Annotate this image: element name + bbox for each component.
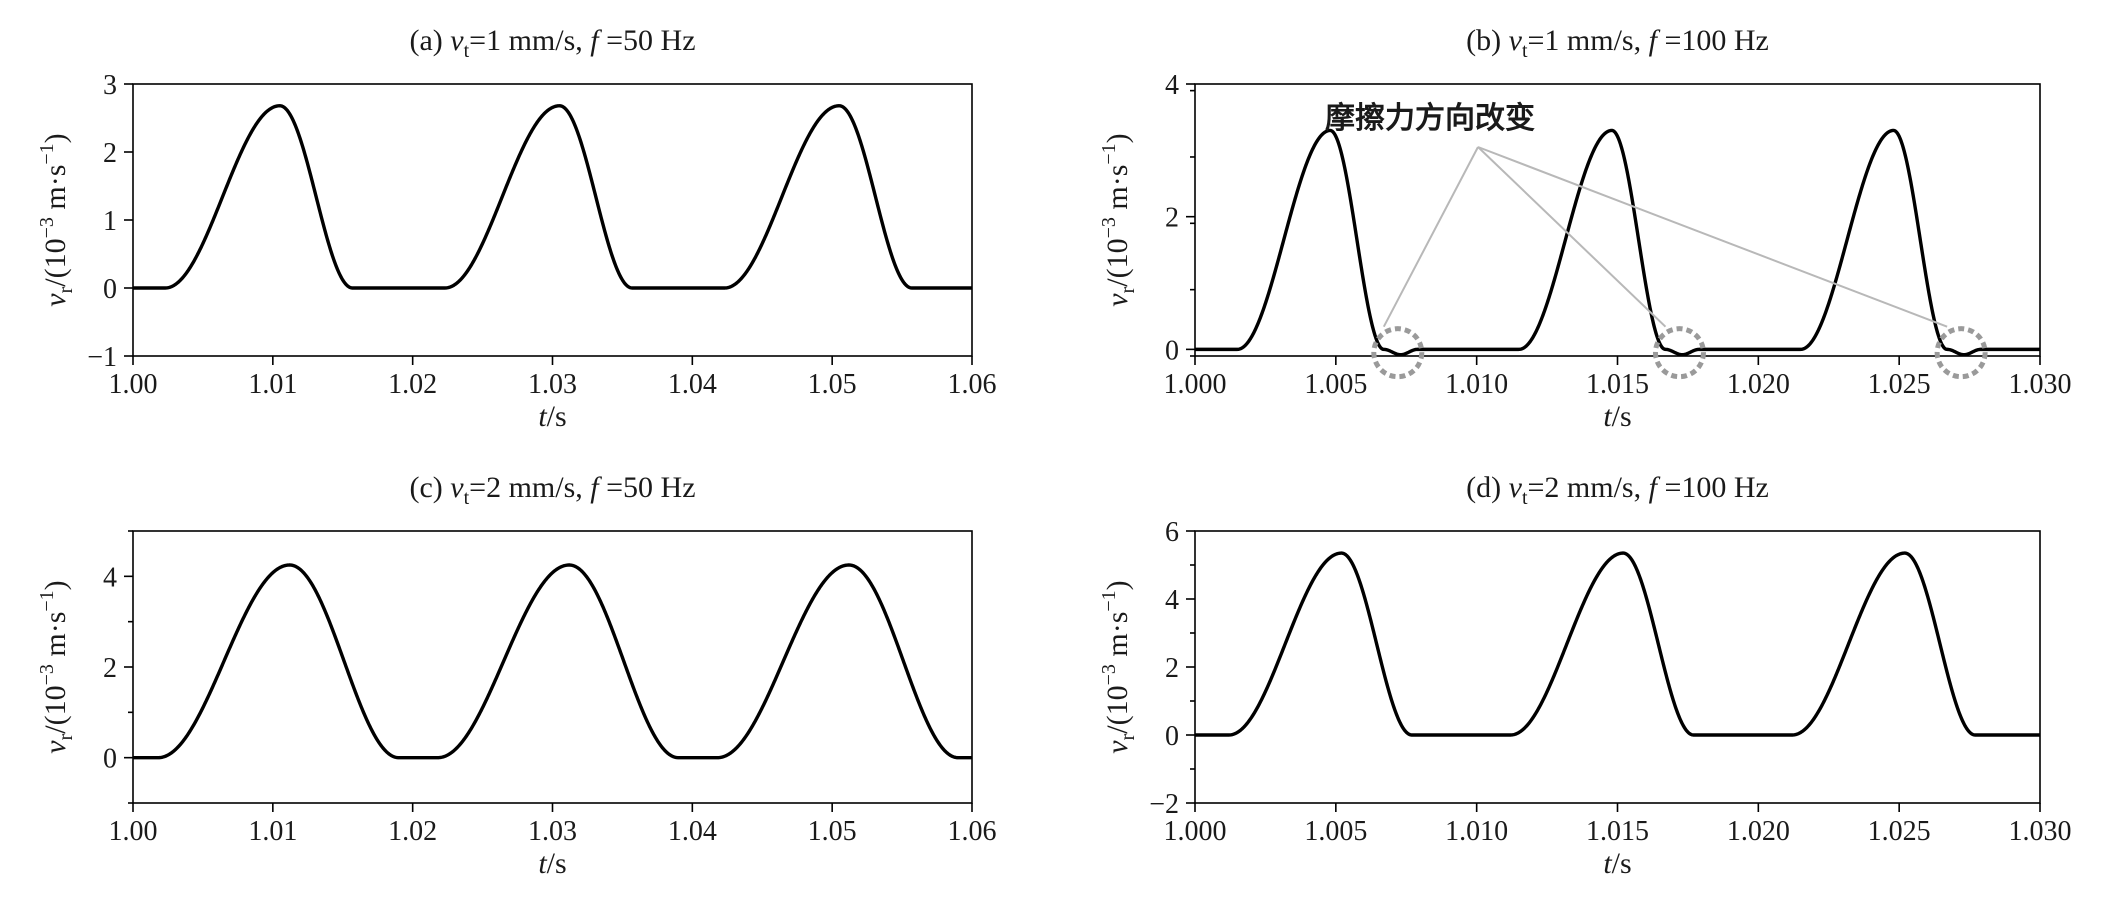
- x-axis-label: t/s: [538, 400, 566, 433]
- y-tick-label: 4: [1165, 70, 1179, 101]
- y-axis-label: vr/(10−3 m·s−1): [1098, 580, 1139, 753]
- y-tick-label: 0: [1165, 721, 1179, 752]
- x-tick-label: 1.00: [109, 369, 158, 400]
- x-tick-label: 1.005: [1304, 816, 1367, 847]
- x-tick-label: 1.025: [1868, 369, 1931, 400]
- y-axis-label: vr/(10−3 m·s−1): [36, 133, 77, 306]
- series-line-a: [131, 104, 974, 290]
- panel-c: 1.00 1.01 1.02 1.03 1.04 1.05 1.06 0 2 4 (c) vt=2 …: [36, 471, 997, 880]
- x-tick-label: 1.01: [248, 369, 297, 400]
- x-tick-label: 1.015: [1586, 816, 1649, 847]
- x-tick-label: 1.06: [948, 816, 997, 847]
- annotation-text: 摩擦力方向改变: [1325, 101, 1535, 136]
- series-line-c: [131, 563, 974, 760]
- x-tick-label: 1.02: [388, 816, 437, 847]
- x-tick-label: 1.000: [1164, 369, 1227, 400]
- x-tick-label: 1.01: [248, 816, 297, 847]
- panel-b: 1.000 1.005 1.010 1.015 1.020 1.025 1.030 0 2 4 (b…: [1098, 24, 2072, 433]
- y-tick-label: 4: [1165, 585, 1179, 616]
- panel-d: 1.000 1.005 1.010 1.015 1.020 1.025 1.030 −2 0 2 4…: [1098, 471, 2072, 880]
- x-tick-label: 1.03: [528, 369, 577, 400]
- annotation-pointer: [1477, 146, 1667, 328]
- y-axis-label: vr/(10−3 m·s−1): [36, 580, 77, 753]
- plot-frame-a: [132, 83, 973, 357]
- x-tick-label: 1.00: [109, 816, 158, 847]
- x-tick-label: 1.000: [1164, 816, 1227, 847]
- series-line-d: [1193, 551, 2042, 737]
- x-tick-label: 1.06: [948, 369, 997, 400]
- plot-frame-b: [1194, 83, 2041, 357]
- x-tick-label: 1.010: [1445, 816, 1508, 847]
- chart-title-b: (b) vt=1 mm/s, f =100 Hz: [1466, 24, 1769, 62]
- annotation-marker: [1652, 326, 1706, 380]
- chart-title-a: (a) vt=1 mm/s, f =50 Hz: [409, 24, 695, 62]
- annotation-marker: [1934, 326, 1988, 380]
- chart-title-d: (d) vt=2 mm/s, f =100 Hz: [1466, 471, 1769, 509]
- x-tick-label: 1.030: [2009, 369, 2072, 400]
- x-tick-label: 1.04: [668, 369, 717, 400]
- y-tick-label: 2: [1165, 203, 1179, 234]
- y-tick-label: 3: [103, 70, 117, 101]
- x-tick-label: 1.015: [1586, 369, 1649, 400]
- y-tick-label: 6: [1165, 517, 1179, 548]
- y-tick-label: 0: [1165, 335, 1179, 366]
- x-tick-label: 1.020: [1727, 369, 1790, 400]
- x-tick-label: 1.04: [668, 816, 717, 847]
- annotation-pointer: [1382, 146, 1479, 328]
- annotation-pointer: [1477, 146, 1948, 328]
- x-tick-label: 1.03: [528, 816, 577, 847]
- y-tick-label: −2: [1149, 789, 1179, 820]
- y-tick-label: 1: [103, 206, 117, 237]
- annotation-marker: [1371, 326, 1425, 380]
- y-tick-label: 0: [103, 744, 117, 775]
- x-tick-label: 1.010: [1445, 369, 1508, 400]
- x-tick-label: 1.05: [808, 369, 857, 400]
- y-tick-label: 2: [103, 138, 117, 169]
- y-tick-label: 0: [103, 274, 117, 305]
- plot-frame-d: [1194, 530, 2041, 804]
- x-axis-label: t/s: [1603, 847, 1631, 880]
- x-tick-label: 1.02: [388, 369, 437, 400]
- chart-title-c: (c) vt=2 mm/s, f =50 Hz: [409, 471, 695, 509]
- x-tick-label: 1.020: [1727, 816, 1790, 847]
- series-line-b: [1193, 128, 2042, 357]
- x-tick-label: 1.005: [1304, 369, 1367, 400]
- y-tick-label: 2: [103, 653, 117, 684]
- x-tick-label: 1.025: [1868, 816, 1931, 847]
- y-axis-label: vr/(10−3 m·s−1): [1098, 133, 1139, 306]
- y-tick-label: −1: [87, 342, 117, 373]
- x-axis-label: t/s: [538, 847, 566, 880]
- x-tick-label: 1.05: [808, 816, 857, 847]
- x-tick-label: 1.030: [2009, 816, 2072, 847]
- y-tick-label: 2: [1165, 653, 1179, 684]
- y-tick-label: 4: [103, 562, 117, 593]
- panel-a: 1.00 1.01 1.02 1.03 1.04 1.05 1.06 −1 0 1 2 3 (a) vt…: [36, 24, 997, 433]
- x-axis-label: t/s: [1603, 400, 1631, 433]
